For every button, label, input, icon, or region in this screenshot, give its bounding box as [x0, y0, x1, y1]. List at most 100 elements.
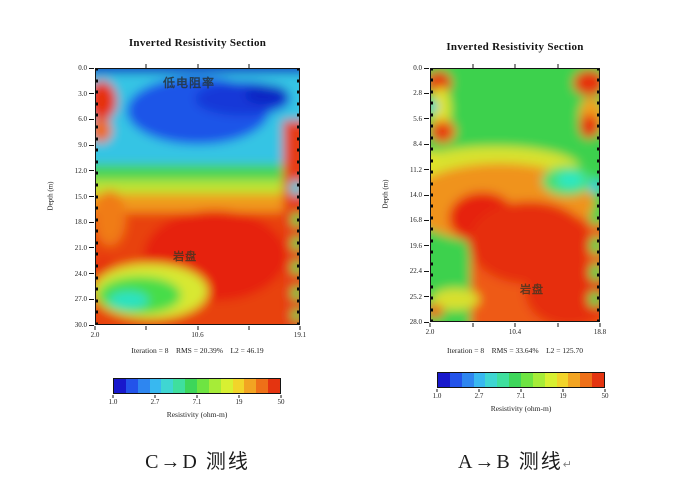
right-electrode [597, 250, 599, 254]
right-y-tick-mark [424, 321, 429, 323]
left-annotation-low-resistivity: 低电阻率 [162, 76, 215, 91]
right-electrode [431, 308, 433, 312]
left-electrode [297, 229, 299, 233]
left-x-tick-mark [299, 326, 301, 330]
left-colorbar-segment [114, 379, 126, 393]
right-electrode [597, 147, 599, 151]
right-y-tick-mark [424, 67, 429, 69]
left-top-tick [197, 64, 198, 68]
left-y-tick: 24.0 [75, 270, 94, 278]
right-colorbar-tick: 50 [601, 392, 609, 400]
left-electrodes-r [296, 69, 299, 324]
left-electrode [96, 241, 98, 245]
left-y-tick-label: 6.0 [78, 115, 87, 124]
left-x-tick-mark [197, 326, 198, 330]
left-electrode [297, 264, 299, 268]
right-contour-plot [431, 69, 599, 321]
left-colorbar [113, 378, 281, 394]
right-electrode [431, 250, 433, 254]
right-electrode [431, 101, 433, 105]
right-electrode [431, 285, 433, 289]
left-electrode [297, 69, 299, 71]
left-electrode [96, 287, 98, 291]
right-plot: 岩盘 [430, 68, 600, 322]
left-y-tick-label: 24.0 [74, 269, 87, 278]
right-colorbar-segment [485, 373, 498, 387]
right-electrode [431, 239, 433, 243]
left-electrode [297, 160, 299, 164]
left-colorbar-segment [208, 379, 221, 393]
left-colorbar-segment [220, 379, 233, 393]
left-electrode [297, 102, 299, 106]
left-electrode [297, 299, 299, 303]
left-contour-plot [96, 69, 299, 324]
right-colorbar-segment [568, 373, 581, 387]
left-electrode [96, 195, 98, 198]
left-y-tick: 15.0 [75, 193, 94, 201]
left-y-tick-label: 0.0 [78, 64, 87, 72]
left-electrode [297, 195, 299, 198]
left-colorbar-tick: 7.1 [192, 398, 202, 406]
right-caption: A→B 测线↵ [430, 445, 600, 474]
right-electrode [431, 216, 433, 220]
left-y-axis-label: Depth (m) [46, 181, 55, 211]
left-colorbar-label: Resistivity (ohm-m) [166, 410, 228, 419]
left-electrode [96, 125, 98, 129]
right-colorbar-tick-mark [604, 389, 606, 392]
right-y-tick-mark [424, 169, 429, 171]
right-colorbar-tick: 1.0 [432, 392, 442, 400]
right-electrode [431, 90, 433, 94]
left-colorbar-segment [244, 379, 257, 393]
right-stats-line: Iteration = 8 RMS = 33.64% L2 = 125.70 [446, 346, 583, 355]
left-y-tick: 9.0 [78, 141, 94, 149]
right-electrode [431, 227, 433, 231]
right-y-tick-mark [424, 118, 429, 120]
right-x-tick-mark [514, 323, 516, 327]
left-y-axis: 0.0 3.0 6.0 9.0 12.0 15.0 18.0 21.0 24.0 27.0 30.0 [58, 64, 94, 329]
left-y-tick-label: 30.0 [74, 321, 87, 329]
right-electrode [597, 69, 599, 71]
left-electrode [297, 113, 299, 117]
right-electrode [597, 124, 599, 128]
right-electrode [431, 147, 433, 151]
right-colorbar-tick: 2.7 [474, 392, 484, 400]
right-y-tick-mark [424, 143, 429, 145]
right-x-tick-label: 10.4 [508, 328, 522, 336]
right-electrode [597, 216, 599, 220]
left-y-tick: 21.0 [75, 244, 94, 252]
left-electrode [96, 183, 98, 187]
right-y-axis: 0.0 2.8 5.6 8.4 11.2 14.0 16.8 19.6 22.4 25.2 28.0 [393, 64, 429, 326]
right-y-tick: 19.6 [410, 242, 429, 250]
right-colorbar-tick-mark [520, 389, 522, 392]
left-y-tick-label: 21.0 [74, 243, 87, 252]
left-x-tick-mark [145, 326, 147, 330]
right-colorbar-segment [532, 373, 545, 387]
right-electrode [597, 193, 599, 197]
left-electrode [96, 160, 98, 164]
right-electrodes-r [596, 69, 599, 321]
right-electrode [597, 136, 599, 140]
left-colorbar-tick: 19 [235, 398, 243, 406]
right-colorbar-segment [592, 373, 604, 387]
right-electrode [597, 227, 599, 231]
right-colorbar-label: Resistivity (ohm-m) [490, 404, 552, 413]
left-y-tick-mark [89, 93, 94, 95]
right-electrode [597, 182, 599, 186]
right-electrode [597, 273, 599, 277]
right-y-tick: 25.2 [410, 293, 429, 301]
right-top-tick [514, 64, 516, 68]
right-colorbar-segment [521, 373, 533, 387]
right-y-tick-mark [424, 245, 429, 247]
left-electrode [96, 229, 98, 233]
left-electrode [297, 171, 299, 175]
left-electrode [96, 171, 98, 175]
right-electrode [431, 170, 433, 174]
right-panel-title: Inverted Resistivity Section [446, 41, 584, 53]
left-electrode [297, 206, 299, 210]
left-colorbar-segment [137, 379, 150, 393]
right-colorbar-tick-mark [478, 389, 480, 392]
right-top-tick [472, 64, 473, 68]
left-electrode [96, 264, 98, 268]
right-y-tick: 5.6 [413, 115, 429, 123]
left-x-axis: 2.0 10.6 19.1 [91, 326, 306, 340]
